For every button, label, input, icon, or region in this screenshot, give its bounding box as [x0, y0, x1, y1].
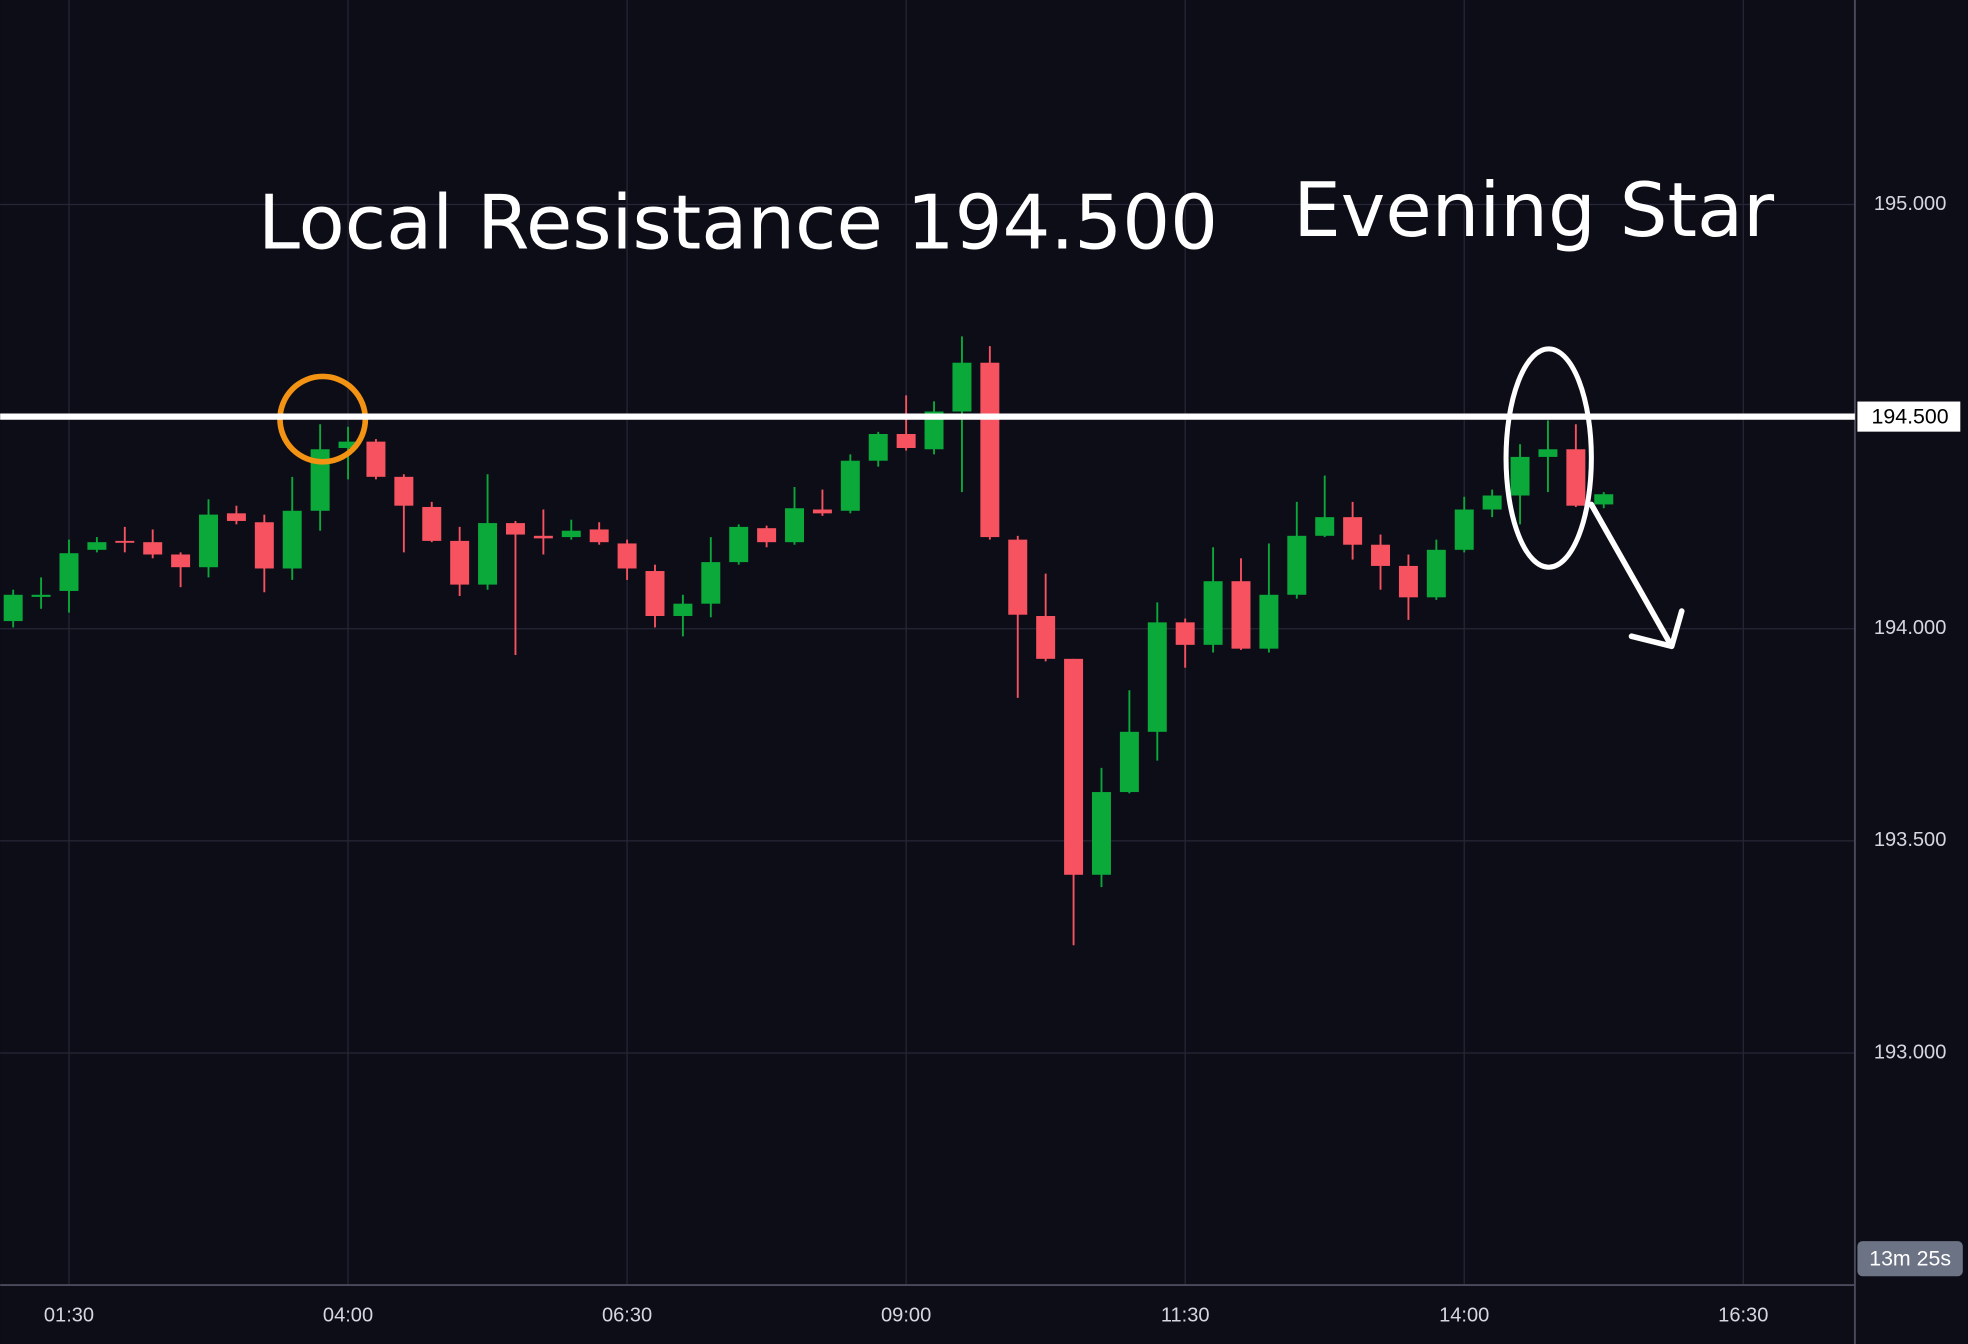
y-tick-label: 193.000 — [1874, 1041, 1947, 1063]
x-tick-label: 09:00 — [881, 1305, 931, 1327]
candle-body — [812, 509, 832, 514]
y-tick-label: 195.000 — [1874, 193, 1947, 215]
grid — [0, 0, 1855, 1286]
candle-body — [505, 523, 525, 535]
candle-body — [1008, 539, 1028, 615]
y-tick-label: 194.000 — [1874, 617, 1947, 639]
candle-body — [561, 530, 581, 538]
candle-body — [1203, 581, 1223, 645]
x-tick-label: 01:30 — [44, 1305, 94, 1327]
candle-body — [226, 513, 246, 521]
candle-body — [1510, 456, 1530, 496]
candle-body — [478, 523, 498, 585]
candle-body — [366, 441, 386, 477]
candle-body — [1371, 544, 1391, 566]
candle-body — [422, 506, 442, 541]
candle-body — [115, 540, 135, 543]
candle-body — [1426, 549, 1446, 598]
candles — [3, 336, 1614, 946]
candle-body — [645, 571, 665, 616]
candle-body — [1231, 581, 1251, 649]
resistance-label: 194.500 — [1872, 404, 1949, 428]
x-tick-label: 06:30 — [602, 1305, 652, 1327]
candle-body — [59, 553, 79, 591]
candle-body — [1064, 658, 1084, 875]
candle-body — [3, 594, 23, 622]
candle-body — [757, 528, 777, 543]
candle-body — [310, 449, 330, 511]
candle-body — [924, 411, 944, 450]
x-tick-label: 11:30 — [1161, 1305, 1210, 1327]
candle-body — [1119, 731, 1139, 793]
candle-body — [952, 362, 972, 412]
candle-body — [673, 603, 693, 616]
candle-body — [143, 542, 163, 555]
candle-body — [840, 460, 860, 511]
candle-body — [282, 510, 302, 569]
candle-body — [1343, 517, 1363, 545]
countdown: 13m 25s — [1869, 1247, 1951, 1271]
axes: 01:30 04:00 06:30 09:00 11:30 14:00 16:30 193.0… — [44, 193, 1947, 1327]
candle-body — [785, 508, 805, 543]
candle-body — [1482, 495, 1502, 510]
down-arrow — [1588, 501, 1685, 650]
candle-body — [394, 476, 414, 506]
candle-body — [1147, 622, 1167, 732]
candle-body — [1091, 792, 1111, 875]
candle-body — [1454, 509, 1474, 550]
candle-body — [31, 594, 51, 597]
candle-body — [1175, 622, 1195, 645]
candle-body — [1538, 449, 1558, 457]
candle-body — [701, 562, 721, 604]
candle-body — [896, 433, 916, 448]
candle-body — [87, 542, 107, 550]
candle-body — [338, 441, 358, 448]
y-tick-label: 193.500 — [1874, 829, 1947, 851]
candle-body — [450, 540, 470, 585]
candle-body — [1398, 565, 1418, 598]
candle-body — [589, 529, 609, 543]
resistance-tag — [1857, 401, 1961, 432]
x-tick-label: 16:30 — [1718, 1305, 1768, 1327]
candle-body — [1315, 517, 1335, 536]
highlight-ellipse — [1503, 346, 1594, 570]
candle-body — [617, 543, 637, 569]
x-tick-label: 14:00 — [1439, 1305, 1489, 1327]
candle-body — [729, 526, 749, 563]
candle-body — [1594, 494, 1614, 505]
candle-body — [1259, 594, 1279, 649]
candle-body — [980, 362, 1000, 538]
annotation: Local Resistance 194.500 — [258, 178, 1218, 266]
candle-body — [171, 554, 191, 568]
overlay: Local Resistance 194.500 Evening Star — [258, 166, 1774, 650]
candle-body — [254, 522, 274, 569]
candle-body — [199, 514, 219, 568]
candle-body — [1566, 449, 1586, 506]
annotation: Evening Star — [1293, 166, 1774, 254]
candle-body — [1036, 615, 1056, 659]
candle-body — [868, 433, 888, 461]
candle-body — [1287, 535, 1307, 595]
x-tick-label: 04:00 — [323, 1305, 373, 1327]
candle-body — [533, 535, 553, 539]
countdown-box — [1857, 1241, 1963, 1277]
